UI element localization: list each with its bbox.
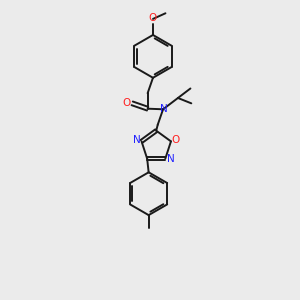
Text: O: O xyxy=(172,135,180,145)
Text: N: N xyxy=(133,135,140,145)
Text: O: O xyxy=(123,98,131,108)
Text: N: N xyxy=(160,104,167,114)
Text: O: O xyxy=(148,13,157,23)
Text: N: N xyxy=(167,154,174,164)
